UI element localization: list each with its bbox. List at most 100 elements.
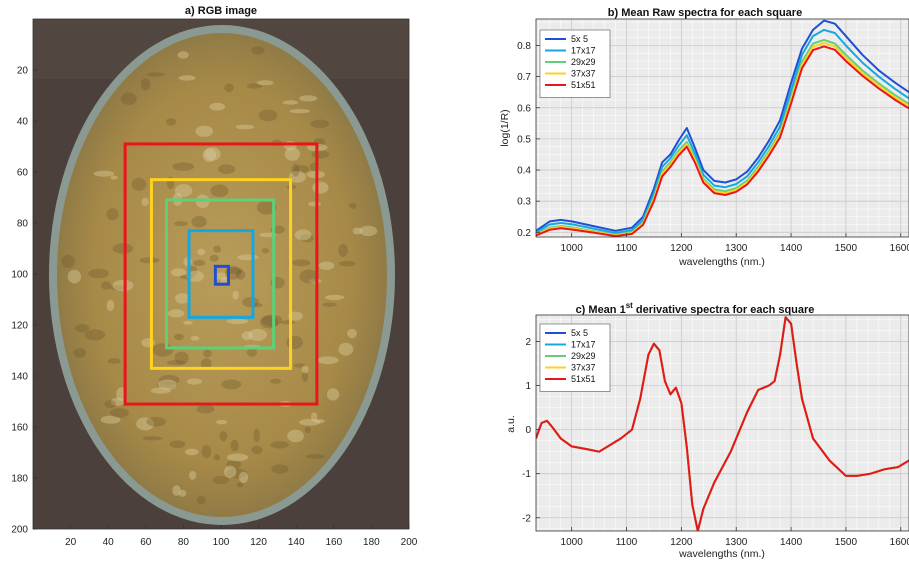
texture-blob [172, 162, 195, 171]
texture-blob [282, 100, 299, 105]
squares [123, 142, 319, 406]
panel-a-xtick-label: 60 [140, 537, 152, 548]
texture-blob [100, 415, 121, 424]
texture-blob [258, 109, 278, 122]
texture-blob [224, 465, 237, 478]
texture-blob [284, 147, 300, 161]
texture-blob [141, 197, 149, 206]
panel-c-title-main: c) Mean 1 [576, 304, 626, 316]
panel-a-xtick-label: 20 [65, 537, 77, 548]
texture-blob [280, 320, 295, 325]
texture-blob [204, 147, 221, 161]
square-51x51 [123, 142, 319, 406]
texture-blob [200, 358, 212, 369]
texture-blob [112, 279, 134, 292]
xtick-label: 1500 [835, 243, 858, 254]
texture-blob [152, 343, 174, 357]
texture-blob [289, 109, 311, 114]
texture-blob [88, 268, 109, 279]
texture-blob [347, 328, 357, 339]
texture-blob [308, 201, 321, 207]
texture-blob [110, 397, 125, 406]
texture-blob [174, 221, 188, 227]
xtick-label: 1400 [780, 243, 803, 254]
texture-blob [156, 382, 178, 389]
panel-c-frame [535, 314, 909, 532]
texture [61, 46, 378, 505]
texture-blob [166, 360, 186, 366]
texture-blob [174, 184, 193, 197]
texture-blob [235, 124, 254, 130]
texture-blob [270, 441, 289, 449]
xtick-label: 1000 [561, 537, 584, 548]
xtick-label: 1300 [725, 537, 748, 548]
texture-blob [172, 485, 181, 496]
texture-blob [270, 378, 282, 384]
texture-blob [186, 270, 204, 282]
legend-label: 5x 5 [571, 34, 588, 44]
panel-a-axes: 20 40 60 80 100 120 140 160 180 200 20 40 60 80 100 120… [11, 66, 417, 549]
legend-label: 29x29 [571, 351, 596, 361]
texture-blob [73, 348, 87, 358]
legend-label: 29x29 [571, 57, 596, 67]
ytick-label: -1 [522, 469, 531, 480]
panel-a-ytick-label: 100 [11, 270, 28, 281]
texture-blob [292, 259, 311, 267]
texture-blob [84, 329, 106, 341]
legend-label: 51x51 [571, 374, 596, 384]
xtick-label: 1100 [616, 243, 638, 254]
xtick-label: 1200 [670, 243, 693, 254]
texture-blob [299, 269, 319, 284]
texture-blob [271, 464, 289, 474]
texture-blob [299, 95, 318, 102]
panel-a-ytick-label: 80 [17, 219, 29, 230]
texture-blob [213, 272, 231, 280]
square-37x37 [149, 178, 293, 370]
texture-blob [178, 489, 187, 497]
texture-blob [213, 245, 222, 253]
texture-blob [101, 281, 112, 290]
texture-blob [310, 119, 330, 129]
panel-c-title: c) Mean 1st derivative spectra for each … [576, 301, 815, 316]
panel-a-title: a) RGB image [185, 5, 257, 17]
texture-blob [291, 163, 300, 177]
texture-blob [203, 349, 212, 358]
texture-blob [299, 418, 321, 426]
texture-blob [237, 254, 259, 261]
ytick-label: 0.2 [517, 228, 531, 239]
texture-blob [226, 468, 247, 479]
texture-blob [260, 315, 279, 329]
legend-label: 5x 5 [571, 328, 588, 338]
series-line-51x51 [536, 45, 909, 237]
texture-blob [312, 181, 329, 194]
texture-blob [93, 170, 114, 177]
panel-c-derivative-spectra: c) Mean 1st derivative spectra for each … [505, 301, 909, 560]
legend-label: 17x17 [571, 340, 596, 350]
panel-a-ytick-label: 20 [17, 66, 29, 77]
texture-blob [293, 363, 307, 368]
texture-blob [201, 445, 212, 459]
panel-a-xtick-label: 80 [178, 537, 190, 548]
panel-a-xtick-label: 140 [288, 537, 305, 548]
panel-a-xtick-label: 120 [250, 537, 267, 548]
texture-blob [196, 495, 206, 505]
texture-blob [109, 285, 126, 291]
xtick-label: 1300 [725, 243, 748, 254]
texture-blob [191, 215, 207, 228]
panel-a-ytick-label: 160 [11, 423, 28, 434]
texture-blob [359, 225, 378, 237]
texture-blob [158, 379, 177, 390]
texture-blob [197, 248, 206, 256]
texture-blob [228, 267, 243, 274]
texture-blob [202, 148, 217, 163]
ytick-label: 0.6 [517, 103, 531, 114]
texture-blob [261, 314, 283, 327]
texture-blob [131, 177, 147, 191]
texture-blob [218, 164, 236, 174]
panel-a-xtick-label: 180 [363, 537, 380, 548]
texture-blob [288, 170, 306, 183]
panel-b-title: b) Mean Raw spectra for each square [608, 7, 802, 19]
panel-c-ylabel: a.u. [505, 415, 517, 433]
